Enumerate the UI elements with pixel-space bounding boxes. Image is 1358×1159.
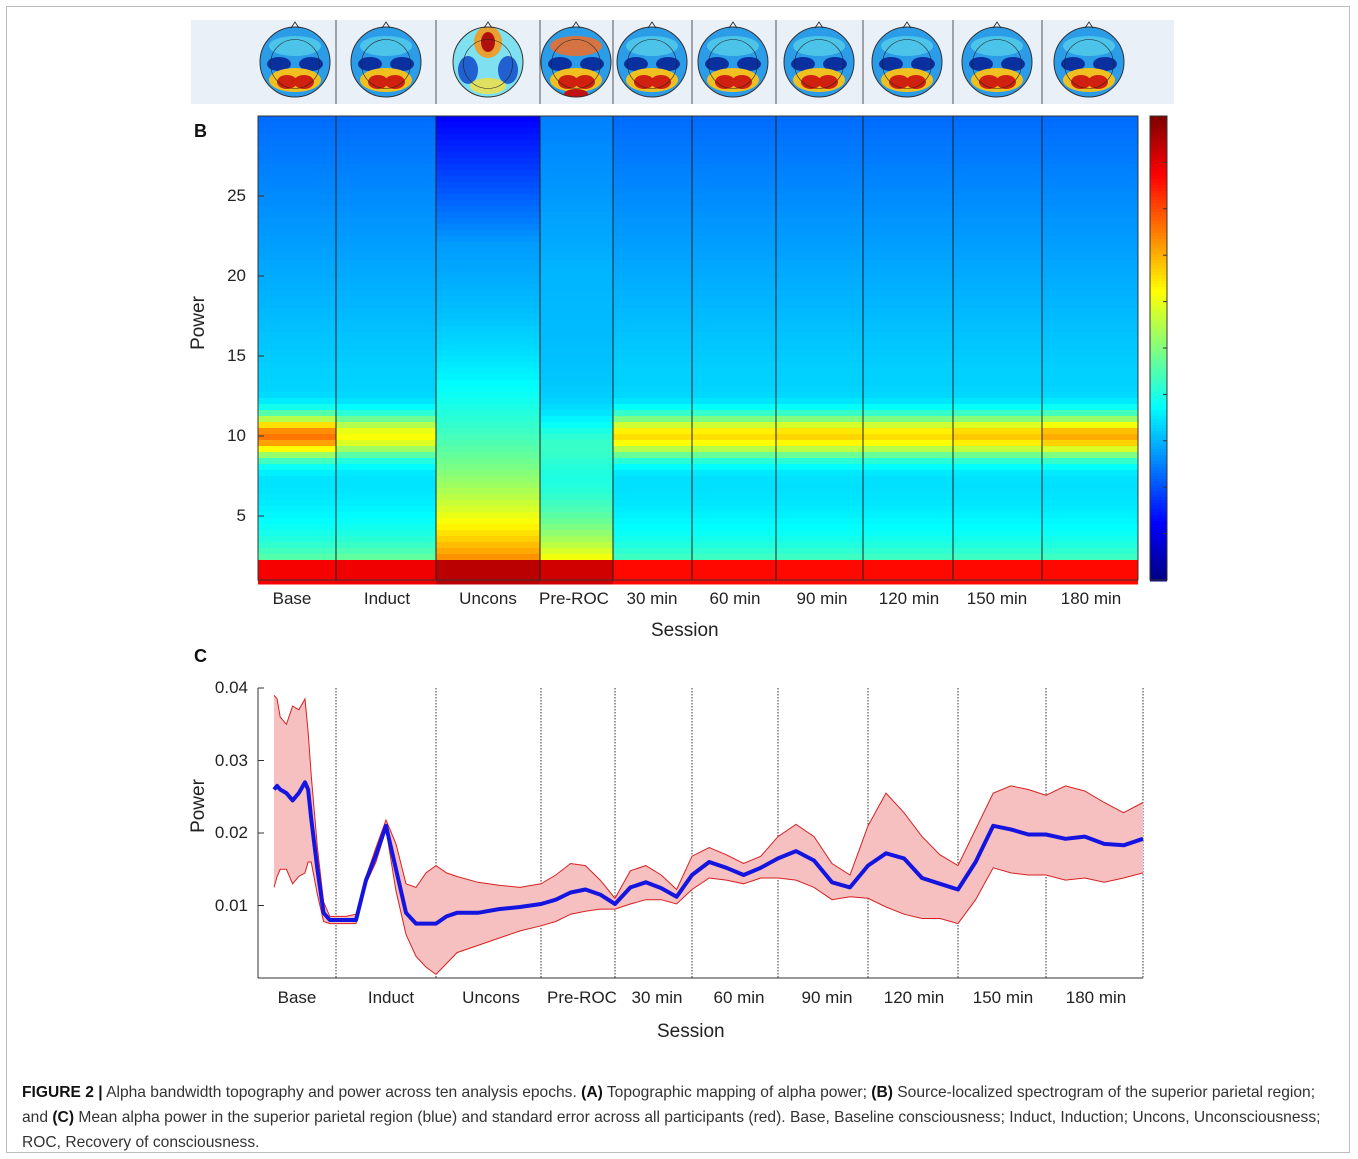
standard-error-lower: [273, 829, 1144, 976]
panel-c-letter: C: [194, 646, 207, 666]
topography-map-1: [259, 21, 331, 98]
topography-map-6: [697, 21, 769, 98]
spectrogram-epoch-7: [776, 116, 863, 585]
figure-caption: FIGURE 2 | Alpha bandwidth topography an…: [22, 1080, 1338, 1155]
line-x-tick: Pre-ROC: [547, 988, 617, 1007]
spectrogram-y-tick: 25: [227, 186, 246, 205]
line-x-tick: 120 min: [883, 988, 945, 1007]
spectrogram-x-tick: 150 min: [966, 589, 1028, 608]
line-y-tick: 0.04: [214, 678, 248, 697]
line-y-axis-title: Power: [187, 779, 209, 833]
panel-b-letter: B: [194, 121, 207, 141]
line-x-axis-title: Session: [657, 1021, 725, 1042]
caption-tag-c: (C): [52, 1109, 75, 1126]
caption-tag-a: (A): [581, 1084, 603, 1101]
line-y-tick: 0.03: [214, 750, 248, 770]
topography-map-8: [871, 21, 943, 98]
caption-text-3: Source-localized spectrogram of the supe…: [22, 1084, 1316, 1126]
line-x-tick: Induct: [367, 988, 415, 1007]
spectrogram-epoch-8: [863, 116, 953, 585]
standard-error-band: [274, 695, 1143, 975]
topography-map-9: [961, 21, 1033, 98]
standard-error-upper: [273, 694, 1144, 917]
topography-map-3: [452, 21, 524, 98]
line-x-tick: Uncons: [462, 988, 520, 1007]
spectrogram-x-tick: 30 min: [626, 589, 678, 608]
mean-power-line: [272, 780, 1144, 926]
spectrogram: [257, 115, 1168, 585]
spectrogram-x-tick: Pre-ROC: [539, 589, 609, 608]
spectrogram-y-tick: 20: [227, 266, 246, 285]
caption-label: FIGURE 2 |: [22, 1084, 103, 1101]
spectrogram-x-tick: 180 min: [1060, 589, 1122, 608]
spectrogram-epoch-6: [692, 116, 776, 585]
line-x-tick: 180 min: [1065, 988, 1127, 1007]
caption-tag-b: (B): [871, 1084, 893, 1101]
spectrogram-x-tick: Induct: [363, 589, 411, 608]
caption-text-2: Topographic mapping of alpha power;: [602, 1084, 872, 1101]
line-chart: [257, 687, 1144, 979]
spectrogram-y-tick: 15: [227, 346, 246, 365]
spectrogram-x-axis-title: Session: [651, 620, 719, 641]
spectrogram-epoch-4: [540, 116, 613, 585]
spectrogram-epoch-1: [258, 116, 336, 585]
caption-text-4: Mean alpha power in the superior parieta…: [22, 1109, 1321, 1151]
line-x-tick: 60 min: [713, 988, 765, 1007]
line-x-tick: 90 min: [801, 988, 853, 1007]
line-y-tick: 0.01: [214, 895, 248, 915]
topography-maps: [259, 20, 1125, 104]
line-y-tick: 0.02: [214, 823, 248, 842]
caption-text-1: Alpha bandwidth topography and power acr…: [102, 1084, 582, 1101]
spectrogram-y-tick: 10: [227, 426, 246, 445]
figure-frame: [6, 6, 1350, 1153]
spectrogram-epoch-10: [1042, 116, 1138, 585]
spectrogram-epoch-5: [613, 116, 692, 585]
spectrogram-x-tick: 90 min: [796, 589, 848, 608]
topography-map-5: [616, 21, 688, 98]
line-x-tick: 30 min: [631, 988, 683, 1007]
spectrogram-x-tick: 120 min: [878, 589, 940, 608]
topography-map-10: [1053, 21, 1125, 98]
spectrogram-x-tick: Base: [272, 589, 312, 608]
topography-map-4: [540, 21, 612, 98]
line-x-tick: 150 min: [972, 988, 1034, 1007]
spectrogram-x-tick: Uncons: [459, 589, 517, 608]
line-x-tick: Base: [277, 988, 317, 1007]
topography-map-2: [350, 21, 422, 98]
topography-map-7: [783, 21, 855, 98]
spectrogram-epoch-9: [953, 116, 1042, 585]
spectrogram-y-tick: 5: [236, 506, 246, 525]
spectrogram-x-tick: 60 min: [709, 589, 761, 608]
colorbar: [1149, 115, 1168, 582]
spectrogram-epoch-3: [436, 116, 540, 585]
spectrogram-epoch-2: [336, 116, 436, 585]
